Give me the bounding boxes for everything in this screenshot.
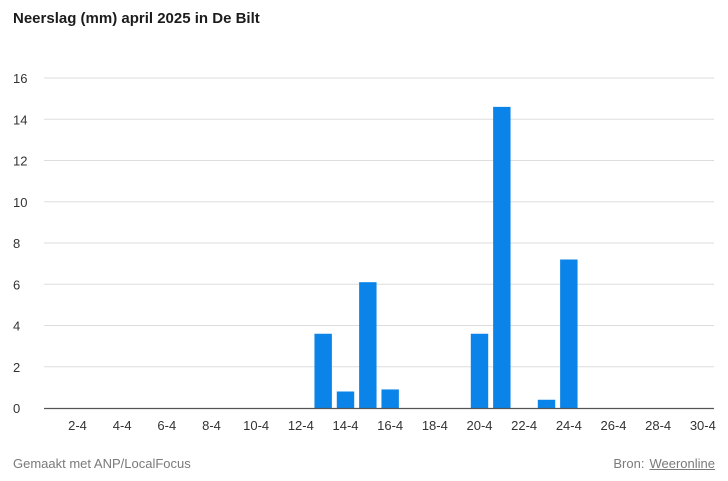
bar-23-4 [537,399,556,408]
bar-20-4 [470,333,489,408]
x-tick-label: 14-4 [332,418,358,433]
bar-15-4 [359,282,377,408]
y-tick-label: 4 [13,319,20,334]
bar-16-4 [381,389,399,408]
source-attribution: Bron: Weeronline [613,456,715,471]
x-tick-label: 18-4 [422,418,448,433]
y-tick-label: 14 [13,112,27,127]
bar-13-4 [314,333,332,408]
x-tick-label: 20-4 [466,418,492,433]
y-tick-label: 12 [13,154,27,169]
x-tick-label: 4-4 [113,418,132,433]
chart-title: Neerslag (mm) april 2025 in De Bilt [13,10,260,27]
grid-lines [44,77,714,368]
y-tick-label: 16 [13,71,27,86]
x-tick-label: 30-4 [690,418,716,433]
x-tick-label: 8-4 [202,418,221,433]
x-tick-label: 24-4 [556,418,582,433]
x-tick-label: 22-4 [511,418,537,433]
x-tick-label: 12-4 [288,418,314,433]
y-tick-label: 0 [13,401,20,416]
bar-24-4 [560,259,578,408]
x-tick-label: 2-4 [68,418,87,433]
x-tick-label: 10-4 [243,418,269,433]
y-tick-label: 6 [13,277,20,292]
y-tick-label: 2 [13,360,20,375]
source-label: Bron: [613,456,645,471]
x-tick-label: 26-4 [600,418,626,433]
x-tick-label: 6-4 [157,418,176,433]
x-tick-label: 28-4 [645,418,671,433]
source-link[interactable]: Weeronline [649,456,715,471]
y-tick-label: 10 [13,195,27,210]
y-tick-label: 8 [13,236,20,251]
bar-21-4 [493,106,511,408]
y-axis-ticks: 0 2 4 6 8 10 12 14 16 [13,71,27,416]
x-axis-ticks: 2-4 4-4 6-4 8-4 10-4 12-4 14-4 16-4 18-4 20-4 22-4… [68,418,716,433]
bars [314,106,578,408]
x-tick-label: 16-4 [377,418,403,433]
bar-14-4 [336,391,355,408]
credit-text: Gemaakt met ANP/LocalFocus [13,456,191,471]
